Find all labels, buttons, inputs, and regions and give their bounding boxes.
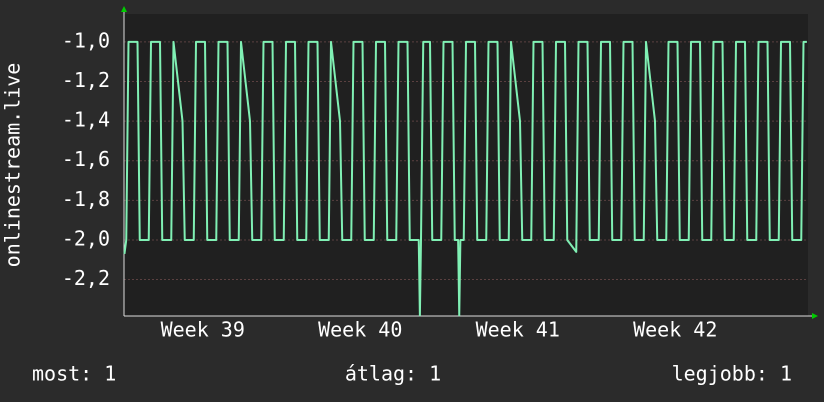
y-tick-label: -1,2 [62,68,110,92]
data-line [123,40,807,317]
x-axis-arrow [812,313,818,319]
y-tick-label: -1,0 [62,28,110,52]
y-tick-label: -1,8 [62,187,110,211]
x-tick-label: Week 42 [633,318,717,342]
y-tick-label: -2,2 [62,266,110,290]
y-tick-label: -1,4 [62,108,110,132]
y-axis-arrow [121,6,127,12]
x-tick-label: Week 40 [318,318,402,342]
x-tick-label: Week 41 [476,318,560,342]
footer-current: most: 1 [32,362,116,386]
y-tick-label: -1,6 [62,147,110,171]
x-tick-label: Week 39 [161,318,245,342]
footer-max: legjobb: 1 [672,362,792,386]
y-tick-label: -2,0 [62,226,110,250]
y-axis-label: onlinestream.live [1,63,25,268]
footer-average: átlag: 1 [345,362,441,386]
